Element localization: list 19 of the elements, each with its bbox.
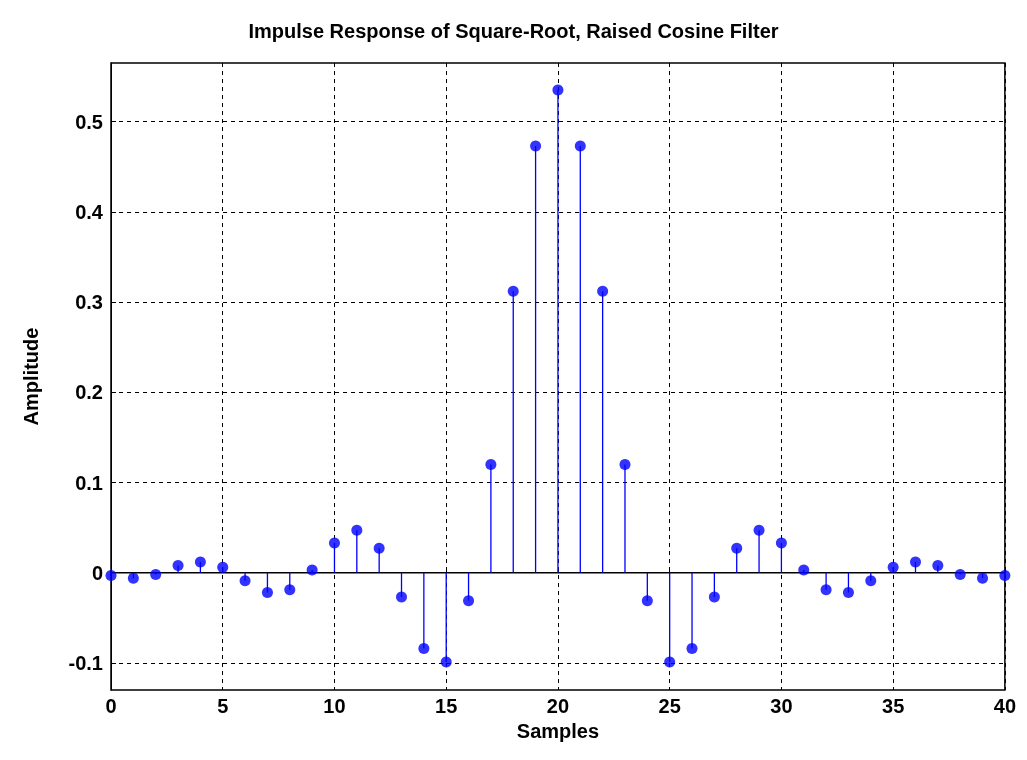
x-tick-label: 0 bbox=[105, 695, 117, 717]
x-tick-label: 5 bbox=[217, 695, 229, 717]
y-tick-label: 0.1 bbox=[75, 471, 103, 494]
y-tick-label: 0 bbox=[91, 561, 103, 584]
x-tick-label: 30 bbox=[770, 695, 793, 717]
y-tick-label: 0.2 bbox=[75, 381, 103, 404]
y-tick-label: -0.1 bbox=[68, 651, 103, 674]
x-tick-label: 15 bbox=[435, 695, 458, 717]
y-tick-label: 0.4 bbox=[75, 200, 104, 223]
x-tick-label: 40 bbox=[993, 695, 1016, 717]
x-tick-label: 20 bbox=[546, 695, 570, 717]
x-axis-title: Samples bbox=[516, 719, 600, 742]
x-tick-label: 10 bbox=[323, 695, 346, 717]
y-axis-title: Amplitude bbox=[20, 327, 42, 426]
x-tick-label: 35 bbox=[882, 695, 905, 717]
chart-title: Impulse Response of Square-Root, Raised Cosine Filter bbox=[248, 20, 779, 42]
x-tick-label: 25 bbox=[658, 695, 681, 717]
y-tick-label: 0.3 bbox=[75, 291, 103, 314]
y-tick-label: 0.5 bbox=[75, 110, 103, 133]
